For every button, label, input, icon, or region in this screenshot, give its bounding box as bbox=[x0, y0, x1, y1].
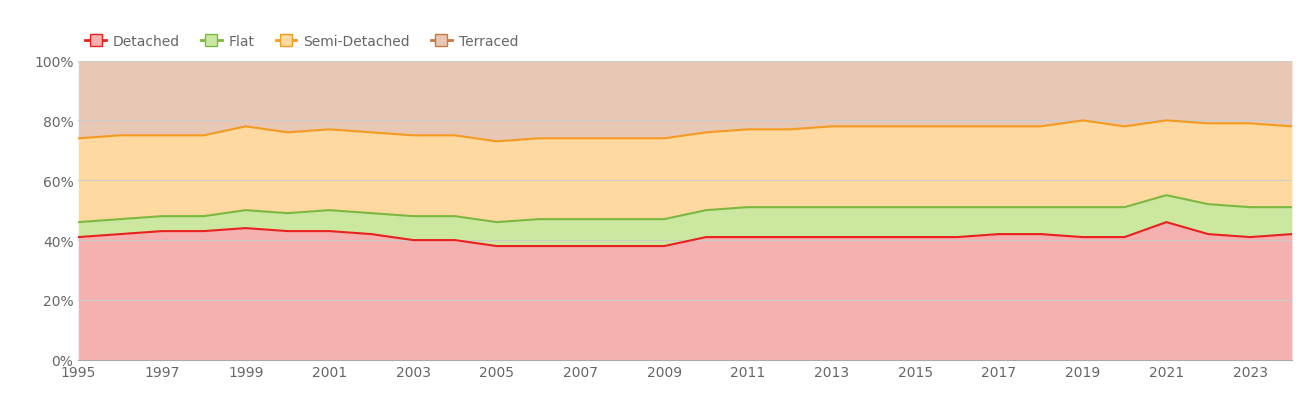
Legend: Detached, Flat, Semi-Detached, Terraced: Detached, Flat, Semi-Detached, Terraced bbox=[85, 34, 518, 48]
